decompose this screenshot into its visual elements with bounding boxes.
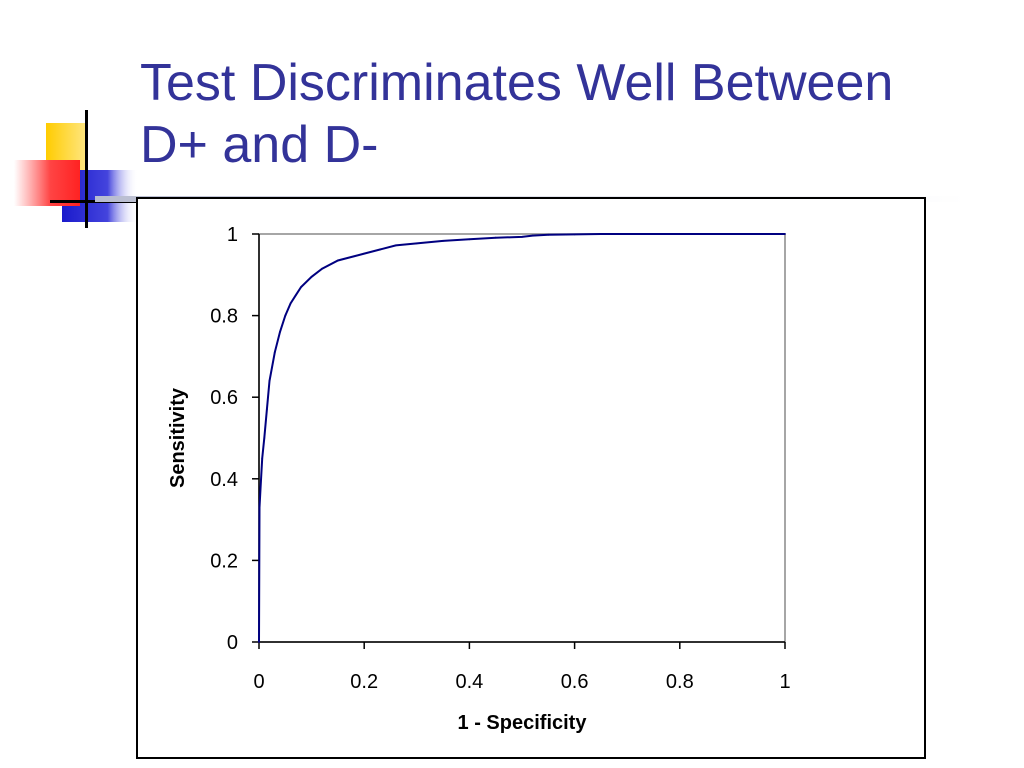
- y-tick-label: 0.8: [210, 306, 238, 328]
- roc-point: [294, 294, 297, 297]
- y-axis-ticks: 0 0.2 0.4 0.6 0.8 1: [210, 224, 259, 654]
- roc-point: [352, 255, 355, 258]
- roc-point: [266, 408, 268, 411]
- x-tick-label: 0.4: [455, 671, 483, 693]
- x-axis-ticks: 0 0.2 0.4 0.6 0.8 1: [253, 642, 791, 693]
- deco-vertical-line: [85, 110, 88, 228]
- roc-point: [363, 252, 366, 255]
- roc-point: [531, 234, 534, 237]
- y-tick-label: 0: [227, 632, 238, 654]
- roc-chart-frame: 0 0.2 0.4 0.6 0.8 1 0 0.2 0.4 0.6 0.8 1 1 - Specif…: [136, 197, 926, 759]
- x-tick-label: 0.2: [350, 671, 378, 693]
- slide-title: Test Discriminates Well Between D+ and D…: [140, 52, 1000, 176]
- roc-point: [521, 236, 523, 238]
- x-axis-title: 1 - Specificity: [458, 712, 588, 734]
- roc-point: [394, 244, 397, 247]
- roc-curve-points: [258, 233, 786, 643]
- roc-point: [731, 233, 734, 235]
- roc-point: [337, 259, 339, 262]
- roc-point: [626, 233, 629, 235]
- x-tick-label: 0.8: [666, 671, 694, 693]
- y-tick-label: 0.4: [210, 469, 238, 491]
- roc-point: [263, 437, 266, 439]
- roc-chart: 0 0.2 0.4 0.6 0.8 1 0 0.2 0.4 0.6 0.8 1 1 - Specif…: [167, 224, 791, 734]
- roc-point: [494, 236, 497, 239]
- roc-point: [547, 233, 550, 236]
- y-tick-label: 0.6: [210, 387, 238, 409]
- y-tick-label: 1: [227, 224, 238, 246]
- x-tick-label: 0: [253, 671, 264, 693]
- y-tick-label: 0.2: [210, 550, 238, 572]
- roc-point: [289, 302, 292, 305]
- roc-point: [300, 286, 302, 288]
- roc-point: [258, 641, 260, 643]
- roc-point: [259, 486, 262, 488]
- roc-point: [442, 240, 444, 242]
- roc-point: [258, 506, 261, 509]
- roc-point: [415, 242, 418, 245]
- roc-point: [279, 331, 281, 333]
- roc-point: [600, 233, 602, 235]
- roc-point: [468, 238, 471, 241]
- y-axis-title: Sensitivity: [167, 387, 189, 488]
- plot-area: [258, 233, 786, 643]
- roc-point: [784, 233, 786, 235]
- slide-decoration: [14, 110, 140, 228]
- deco-red-square: [14, 160, 80, 206]
- roc-point: [268, 380, 271, 382]
- roc-point: [321, 267, 323, 270]
- roc-point: [379, 248, 381, 251]
- roc-point: [573, 233, 576, 236]
- roc-point: [678, 233, 681, 235]
- roc-point: [310, 275, 313, 278]
- title-line-1: Test Discriminates Well Between: [140, 54, 894, 112]
- x-tick-label: 1: [779, 671, 790, 693]
- roc-point: [261, 457, 264, 460]
- title-line-2: D+ and D-: [140, 116, 379, 174]
- roc-point: [284, 314, 287, 317]
- x-tick-label: 0.6: [561, 671, 589, 693]
- roc-point: [273, 351, 276, 354]
